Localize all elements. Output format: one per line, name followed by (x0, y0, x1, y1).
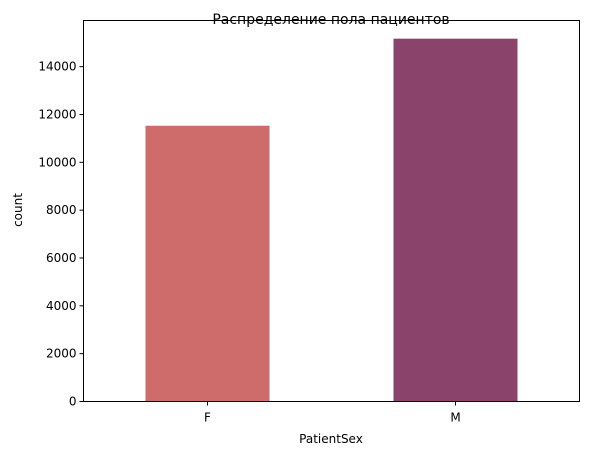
x-tick-label: F (204, 411, 211, 425)
x-tick-label: M (450, 411, 460, 425)
y-tick-label: 6000 (46, 251, 77, 265)
y-tick-label: 14000 (38, 60, 76, 74)
y-tick-label: 4000 (46, 299, 77, 313)
x-axis-label: PatientSex (299, 432, 363, 446)
bars (145, 38, 518, 402)
bar-m (393, 38, 518, 402)
plot-frame (83, 20, 580, 402)
y-tick-label: 8000 (46, 203, 77, 217)
y-axis: 0 2000 4000 6000 8000 10000 12000 14000 (38, 60, 84, 409)
bar-f (145, 125, 270, 402)
y-tick-label: 0 (69, 395, 77, 409)
y-tick-label: 12000 (38, 107, 76, 121)
y-tick-label: 10000 (38, 155, 76, 169)
y-axis-label: count (11, 193, 25, 227)
y-tick-label: 2000 (46, 347, 77, 361)
